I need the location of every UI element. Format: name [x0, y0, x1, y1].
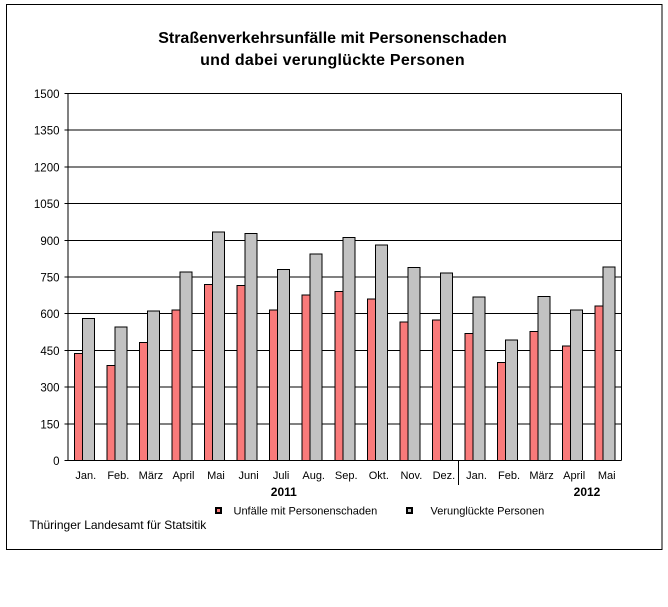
svg-text:0: 0 [53, 456, 59, 468]
svg-text:April: April [172, 470, 194, 482]
svg-text:März: März [139, 470, 163, 482]
svg-text:Verunglückte Personen: Verunglückte Personen [431, 506, 545, 518]
svg-text:600: 600 [40, 309, 59, 321]
svg-text:2011: 2011 [271, 485, 297, 499]
svg-text:750: 750 [40, 273, 59, 285]
svg-text:und dabei verunglückte Persone: und dabei verunglückte Personen [200, 52, 465, 69]
svg-text:Feb.: Feb. [498, 470, 520, 482]
svg-text:2012: 2012 [574, 485, 601, 499]
svg-text:1200: 1200 [34, 162, 60, 174]
svg-text:900: 900 [40, 236, 59, 248]
svg-text:Nov.: Nov. [400, 470, 422, 482]
svg-text:1350: 1350 [34, 126, 60, 138]
svg-text:Dez.: Dez. [433, 470, 456, 482]
svg-text:450: 450 [40, 346, 59, 358]
svg-text:1050: 1050 [34, 199, 60, 211]
svg-text:Sep.: Sep. [335, 470, 358, 482]
svg-text:300: 300 [40, 383, 59, 395]
svg-text:Mai: Mai [598, 470, 616, 482]
svg-text:Juni: Juni [238, 470, 258, 482]
svg-text:Jan.: Jan. [466, 470, 487, 482]
svg-text:150: 150 [40, 419, 59, 431]
svg-text:Aug.: Aug. [302, 470, 325, 482]
svg-text:Mai: Mai [207, 470, 225, 482]
svg-text:Unfälle mit Personenschaden: Unfälle mit Personenschaden [234, 506, 378, 518]
svg-text:April: April [563, 470, 585, 482]
svg-text:Jan.: Jan. [75, 470, 96, 482]
svg-text:Thüringer Landesamt für Statsi: Thüringer Landesamt für Statsitik [30, 518, 208, 532]
svg-text:März: März [529, 470, 553, 482]
svg-text:Feb.: Feb. [107, 470, 129, 482]
svg-text:Okt.: Okt. [369, 470, 389, 482]
svg-text:Juli: Juli [273, 470, 290, 482]
svg-text:1500: 1500 [34, 89, 60, 101]
svg-text:Straßenverkehrsunfälle mit Per: Straßenverkehrsunfälle mit Personenschad… [158, 30, 507, 47]
